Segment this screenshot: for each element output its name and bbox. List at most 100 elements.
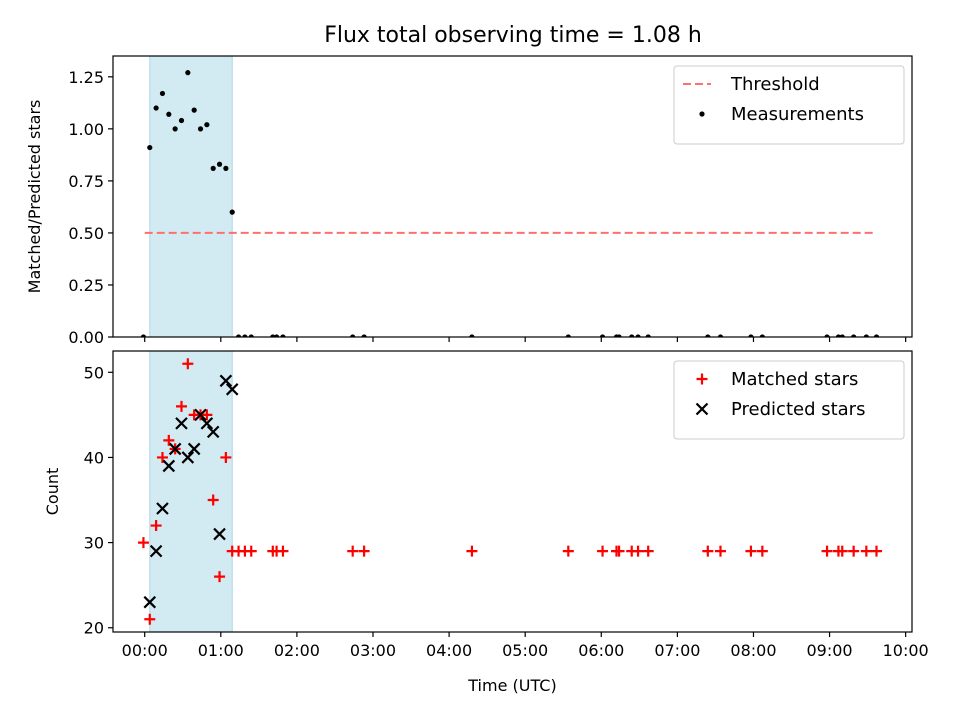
plus-marker-4 (163, 434, 175, 446)
plus-marker-6 (175, 400, 187, 412)
data-point-17 (248, 334, 254, 337)
plus-marker-39 (860, 545, 872, 557)
x-tick-label: 06:00 (578, 641, 624, 660)
legend-label: Predicted stars (731, 399, 865, 420)
data-point-40 (873, 334, 880, 337)
plus-marker-13 (220, 451, 232, 463)
data-point-16 (242, 334, 248, 337)
data-point-12 (216, 161, 223, 167)
plus-marker-34 (756, 545, 768, 557)
legend-label: Matched stars (731, 369, 858, 390)
x-marker-1 (149, 544, 163, 558)
data-point-27 (616, 334, 622, 337)
legend-dot-swatch (699, 111, 705, 117)
x-marker-2 (156, 502, 169, 515)
plus-marker-3 (156, 451, 168, 463)
plus-marker-25 (597, 545, 609, 557)
x-tick-label: 05:00 (502, 641, 548, 660)
data-point-9 (197, 126, 204, 132)
observing-window-span (149, 351, 233, 632)
y-tick-label: 30 (84, 534, 104, 553)
plus-marker-2 (150, 520, 162, 532)
data-point-28 (629, 334, 635, 337)
plus-marker-1 (144, 613, 156, 625)
data-point-3 (159, 90, 166, 97)
x-tick-label: 00:00 (122, 641, 168, 660)
y-tick-label: 1.00 (68, 120, 104, 139)
data-point-15 (235, 334, 242, 337)
plus-marker-38 (848, 545, 860, 557)
data-point-31 (705, 334, 711, 337)
x-tick-label: 01:00 (198, 641, 244, 660)
data-point-21 (350, 334, 356, 337)
x-marker-6 (181, 451, 195, 464)
x-marker-4 (168, 442, 182, 456)
x-tick-label: 10:00 (883, 641, 929, 660)
data-point-25 (599, 334, 606, 337)
plus-marker-23 (466, 545, 478, 557)
x-marker-3 (162, 459, 176, 473)
x-marker-12 (219, 374, 233, 388)
x-tick-label: 04:00 (426, 641, 472, 660)
plus-marker-40 (870, 545, 882, 557)
x-marker-11 (213, 527, 226, 541)
plus-marker-17 (245, 545, 257, 557)
legend-plus-swatch (696, 373, 708, 385)
series-measurements (140, 70, 880, 337)
plus-marker-37 (836, 545, 848, 557)
y-tick-label: 0.75 (68, 172, 104, 191)
data-point-34 (759, 334, 765, 337)
plus-marker-27 (613, 545, 625, 557)
plus-marker-11 (207, 494, 219, 506)
data-point-37 (839, 334, 845, 337)
data-point-22 (361, 334, 367, 337)
plus-marker-0 (137, 537, 149, 549)
observing-window-span (149, 56, 233, 337)
axes-frame (112, 350, 913, 633)
y-tick-label: 1.25 (68, 68, 104, 87)
legend-label: Threshold (730, 74, 820, 95)
data-point-38 (851, 334, 857, 337)
top-panel-ratio: 0.00 0.25 0.50 0.75 1.00 1.25 Matched/Predicte… (25, 55, 913, 347)
plus-marker-22 (358, 545, 370, 557)
data-point-19 (274, 334, 280, 337)
data-point-6 (178, 117, 185, 124)
legend-box (673, 360, 905, 440)
y-tick-label: 20 (84, 619, 104, 638)
plus-marker-33 (745, 545, 757, 557)
data-point-23 (469, 334, 475, 337)
y-tick-label: 50 (84, 363, 104, 382)
x-marker-0 (143, 595, 157, 609)
data-point-33 (748, 334, 754, 337)
x-tick-label: 07:00 (654, 641, 700, 660)
data-point-20 (280, 334, 286, 337)
plot-area (137, 351, 882, 632)
plus-marker-20 (277, 545, 289, 557)
plus-marker-10 (201, 409, 213, 421)
y-axis-label: Count (43, 468, 62, 516)
plus-marker-30 (642, 545, 654, 557)
bottom-panel-count: 00:00 01:00 02:00 03:00 04:00 05:00 06:00 07:00… (43, 350, 929, 695)
plus-marker-24 (562, 545, 574, 557)
x-tick-label: 08:00 (730, 641, 776, 660)
x-marker-9 (200, 417, 214, 430)
x-marker-7 (187, 442, 201, 456)
plus-marker-12 (214, 571, 226, 583)
data-point-30 (645, 334, 651, 337)
x-tick-label: 02:00 (274, 641, 320, 660)
legend: Threshold Measurements (673, 65, 905, 145)
axes-frame (112, 55, 913, 338)
y-tick-label: 40 (84, 448, 104, 467)
plus-marker-31 (702, 545, 714, 557)
legend: Matched stars Predicted stars (673, 360, 905, 440)
data-point-2 (153, 105, 159, 111)
y-tick-label: 0.00 (68, 328, 104, 347)
data-point-11 (210, 165, 216, 171)
x-marker-5 (175, 417, 188, 430)
x-tick-label: 03:00 (350, 641, 396, 660)
x-tick-label: 09:00 (807, 641, 853, 660)
plot-area (140, 56, 880, 337)
data-point-14 (229, 209, 235, 215)
data-point-8 (191, 107, 197, 113)
